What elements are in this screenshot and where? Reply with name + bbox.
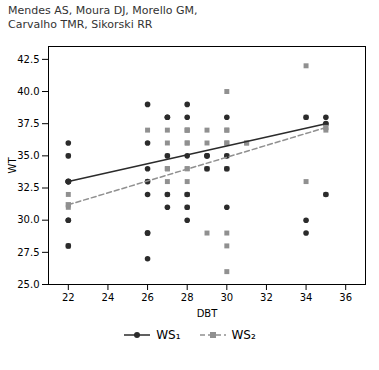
svg-text:37.5: 37.5 (17, 118, 39, 129)
svg-text:34: 34 (300, 292, 313, 303)
svg-text:25.0: 25.0 (17, 279, 39, 290)
svg-text:40.0: 40.0 (17, 86, 39, 97)
svg-text:30.0: 30.0 (17, 214, 39, 225)
html-text:Mendes AS, Moura DJ, Morello G: Mendes AS, Moura DJ, Morello GM, (8, 4, 198, 17)
svg-text:WT: WT (7, 157, 18, 174)
html-text:Carvalho TMR, Sikorski RR: Carvalho TMR, Sikorski RR (8, 18, 153, 31)
svg-text:35.0: 35.0 (17, 150, 39, 161)
svg-text:24: 24 (102, 292, 115, 303)
svg-text:22: 22 (62, 292, 75, 303)
svg-text:32: 32 (260, 292, 273, 303)
html-text:WS₂: WS₂ (231, 328, 256, 342)
svg-text:DBT: DBT (197, 308, 219, 319)
html-text:WS₁: WS₁ (156, 328, 181, 342)
svg-text:27.5: 27.5 (17, 247, 39, 258)
svg-text:30: 30 (220, 292, 233, 303)
svg-text:26: 26 (141, 292, 154, 303)
svg-text:28: 28 (181, 292, 194, 303)
svg-text:32.5: 32.5 (17, 182, 39, 193)
svg-text:36: 36 (339, 292, 352, 303)
svg-text:42.5: 42.5 (17, 54, 39, 65)
